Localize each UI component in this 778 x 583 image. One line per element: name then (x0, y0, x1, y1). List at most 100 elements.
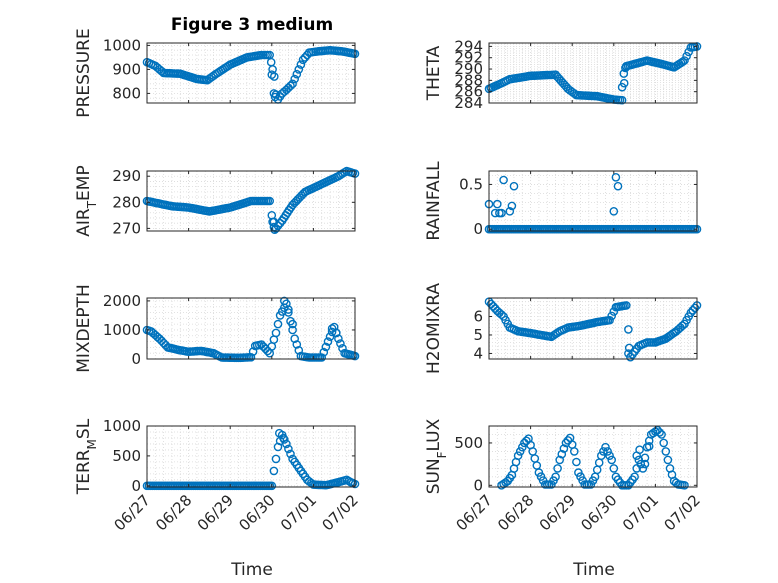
data-point (288, 325, 297, 335)
data-point (279, 433, 288, 443)
y-tick-label: 280 (112, 193, 141, 211)
data-point (690, 303, 700, 313)
data-point (334, 334, 343, 344)
data-point (271, 454, 281, 464)
axes-box (146, 170, 356, 232)
data-point (680, 480, 689, 490)
data-point (505, 206, 515, 216)
data-point (557, 449, 567, 459)
axes-box (146, 42, 356, 104)
x-tick-label: 06/28 (494, 491, 537, 534)
y-tick-label: 0 (131, 477, 141, 495)
data-point (594, 458, 604, 468)
axis-ylabel: THETA (424, 45, 444, 101)
data-point (509, 181, 519, 191)
data-point (678, 321, 687, 331)
x-tick-label: 07/01 (619, 491, 662, 534)
data-point (294, 65, 304, 74)
subplot-pressure: 800 900 1000 PRESSURE (74, 28, 360, 118)
x-tick-label: 06/28 (152, 491, 195, 534)
axes-box (488, 297, 698, 360)
data-point (270, 92, 280, 102)
data-point (317, 353, 327, 362)
data-point (497, 208, 506, 218)
y-tick-label: 5 (473, 326, 483, 344)
data-point (286, 449, 295, 459)
data-point (507, 201, 517, 211)
data-point (619, 69, 629, 78)
data-point (279, 296, 289, 306)
data-point (530, 454, 540, 463)
y-tick-label: 290 (112, 167, 141, 185)
data-point (605, 451, 614, 461)
x-tick-label: 06/30 (235, 491, 278, 534)
data-point (607, 455, 617, 465)
data-point (599, 447, 608, 456)
data-point (528, 447, 538, 456)
data-point (661, 447, 671, 456)
data-point (555, 455, 565, 465)
data-point (286, 81, 295, 91)
data-point (284, 305, 293, 314)
data-point (267, 70, 277, 79)
data-point (624, 325, 633, 334)
data-point (638, 464, 648, 473)
data-point (325, 332, 335, 342)
data-point (532, 461, 542, 470)
data-point (663, 455, 673, 465)
data-point (265, 196, 275, 206)
data-point (267, 481, 277, 491)
data-point (603, 447, 612, 456)
y-tick-label: 294 (454, 37, 483, 55)
data-point (336, 339, 345, 348)
data-point (319, 347, 329, 357)
axis-ylabel: SUNFLUX (424, 418, 449, 494)
y-tick-label: 2000 (103, 292, 141, 310)
data-point (490, 208, 500, 218)
data-point (611, 172, 621, 182)
data-point (688, 305, 698, 315)
data-point (499, 175, 508, 185)
data-point (601, 442, 610, 452)
data-point (294, 345, 304, 355)
data-point (331, 328, 341, 338)
data-point (288, 79, 297, 89)
data-point (592, 465, 602, 475)
data-point (621, 63, 630, 73)
x-tick-label: 06/27 (111, 491, 154, 534)
data-point (518, 442, 527, 452)
data-point (572, 457, 581, 467)
data-point (290, 334, 300, 344)
data-point (323, 337, 333, 346)
y-tick-label: 500 (454, 434, 483, 452)
data-point (617, 95, 627, 105)
data-point (271, 328, 281, 338)
data-point (269, 466, 279, 476)
data-point (644, 441, 654, 451)
x-tick-label: 07/01 (277, 491, 320, 534)
y-tick-label: 0 (473, 476, 483, 494)
data-point (559, 444, 569, 453)
subplot-rainfall: 0 0.5 RAINFALL (424, 161, 702, 241)
data-point (296, 60, 306, 69)
x-tick-label: 07/02 (661, 491, 704, 534)
y-tick-label: 1000 (103, 36, 141, 54)
data-point (268, 217, 277, 227)
x-tick-label: 06/29 (536, 491, 579, 534)
data-point (284, 308, 293, 317)
data-point (607, 311, 617, 321)
data-point (551, 472, 560, 482)
data-point (273, 319, 283, 329)
data-point (290, 74, 300, 84)
data-point (617, 82, 627, 92)
axes-box (146, 425, 356, 488)
axis-ylabel: AIRTEMP (74, 165, 99, 236)
y-tick-label: 288 (454, 71, 483, 89)
data-point (327, 327, 337, 337)
xlabel-left: Time (230, 560, 273, 580)
data-point (292, 340, 302, 349)
data-point (497, 310, 506, 319)
